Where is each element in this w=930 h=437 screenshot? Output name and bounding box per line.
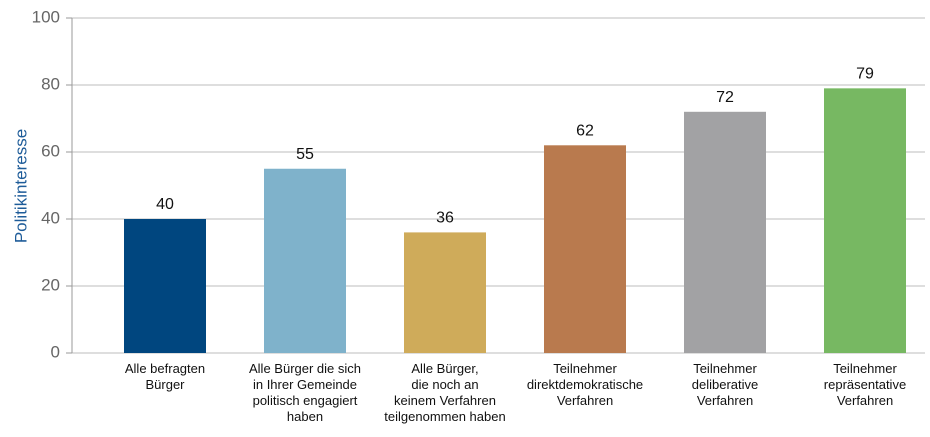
- data-label: 79: [856, 66, 874, 83]
- x-tick-label-line: Teilnehmer: [553, 361, 617, 376]
- x-tick-label: Alle Bürger, die noch an keinem Verfahren t…: [384, 361, 505, 424]
- x-tick-label-line: in Ihrer Gemeinde: [253, 377, 357, 392]
- bar: [684, 111, 766, 353]
- x-tick-label-line: Alle Bürger die sich: [249, 361, 361, 376]
- y-tick-label: 0: [51, 342, 60, 361]
- x-tick-label-line: Alle befragten: [125, 361, 205, 376]
- x-tick-label-line: Bürger: [145, 377, 185, 392]
- x-tick-label-line: politisch engagiert: [253, 393, 358, 408]
- x-tick-label-line: die noch an: [411, 377, 478, 392]
- x-tick-label-line: Verfahren: [697, 393, 753, 408]
- x-tick-label: Teilnehmer repräsentative Verfahren: [824, 361, 906, 408]
- x-tick-label-line: Verfahren: [837, 393, 893, 408]
- x-tick-label-line: Teilnehmer: [833, 361, 897, 376]
- bar: [124, 219, 206, 353]
- bar: [404, 232, 486, 353]
- x-tick-label-line: Verfahren: [557, 393, 613, 408]
- y-tick-label: 40: [41, 208, 60, 227]
- y-tick-label: 100: [32, 7, 60, 26]
- data-label: 36: [436, 210, 454, 227]
- y-tick-label: 20: [41, 275, 60, 294]
- bar: [264, 168, 346, 353]
- x-tick-label-line: haben: [287, 409, 323, 424]
- x-tick-label-line: Alle Bürger,: [411, 361, 478, 376]
- x-tick-label-line: direktdemokratische: [527, 377, 643, 392]
- x-tick-label-line: keinem Verfahren: [394, 393, 496, 408]
- x-tick-label-line: deliberative: [692, 377, 759, 392]
- bar: [824, 88, 906, 353]
- y-tick-label: 80: [41, 74, 60, 93]
- x-tick-label-line: teilgenommen haben: [384, 409, 505, 424]
- bar: [544, 145, 626, 353]
- data-label: 62: [576, 123, 594, 140]
- x-tick-label: Alle befragten Bürger: [125, 361, 205, 392]
- x-tick-label: Alle Bürger die sich in Ihrer Gemeinde pol…: [249, 361, 361, 424]
- data-label: 72: [716, 89, 734, 106]
- y-tick-label: 60: [41, 141, 60, 160]
- x-tick-label: Teilnehmer direktdemokratische Verfahren: [527, 361, 643, 408]
- x-tick-label-line: repräsentative: [824, 377, 906, 392]
- x-tick-label: Teilnehmer deliberative Verfahren: [692, 361, 759, 408]
- x-tick-label-line: Teilnehmer: [693, 361, 757, 376]
- data-label: 40: [156, 196, 174, 213]
- data-label: 55: [296, 146, 314, 163]
- y-axis-label: Politikinteresse: [11, 129, 30, 243]
